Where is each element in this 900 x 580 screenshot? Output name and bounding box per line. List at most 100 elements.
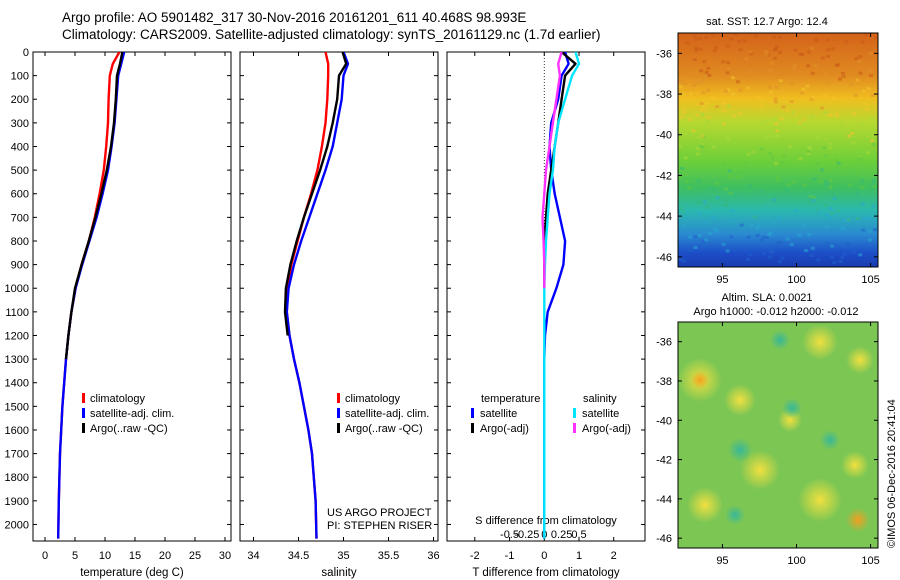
sst-texture-cell bbox=[699, 193, 704, 197]
sst-texture-cell bbox=[679, 115, 684, 119]
sst-texture-cell bbox=[775, 134, 780, 138]
sst-texture-cell bbox=[873, 36, 878, 40]
sst-texture-cell bbox=[697, 234, 702, 237]
sst-texture-cell bbox=[860, 121, 865, 125]
sst-texture-cell bbox=[800, 91, 804, 95]
sst-texture-cell bbox=[692, 34, 697, 38]
temperature-xtick-label: 20 bbox=[159, 550, 171, 562]
sst-texture-cell bbox=[772, 198, 777, 202]
sst-texture-cell bbox=[855, 191, 860, 195]
sst-texture-cell bbox=[845, 242, 850, 246]
sst-texture-cell bbox=[838, 77, 842, 81]
sst-texture-cell bbox=[704, 238, 709, 242]
sst-texture-cell bbox=[861, 228, 866, 232]
legend-label: Argo(-adj) bbox=[582, 423, 631, 435]
sst-texture-cell bbox=[776, 175, 781, 178]
sst-texture-cell bbox=[726, 88, 731, 92]
depth-tick-label: 300 bbox=[11, 118, 29, 130]
sst-texture-cell bbox=[816, 136, 821, 139]
sst-texture-cell bbox=[766, 134, 771, 137]
sst-texture-cell bbox=[786, 183, 791, 186]
map-ytick-label: -40 bbox=[656, 130, 672, 142]
sst-texture-cell bbox=[778, 51, 782, 54]
sst-texture-cell bbox=[687, 186, 692, 190]
sst-texture-cell bbox=[683, 156, 688, 160]
sst-texture-cell bbox=[826, 48, 831, 52]
sst-texture-cell bbox=[778, 79, 783, 83]
sst-texture-cell bbox=[704, 35, 709, 39]
sst-texture-cell bbox=[871, 135, 876, 139]
depth-tick-label: 1600 bbox=[5, 425, 29, 437]
sst-texture-cell bbox=[854, 160, 859, 164]
sst-texture-cell bbox=[772, 56, 777, 60]
sst-texture-cell bbox=[755, 226, 760, 230]
sst-texture-cell bbox=[732, 248, 737, 252]
sst-texture-cell bbox=[694, 46, 699, 50]
sst-texture-cell bbox=[851, 141, 856, 145]
sst-texture-cell bbox=[681, 92, 686, 96]
sst-texture-cell bbox=[782, 154, 787, 158]
sst-texture-cell bbox=[683, 81, 688, 85]
salinity-xlabel: salinity bbox=[321, 567, 356, 579]
sst-texture-cell bbox=[702, 60, 707, 64]
sst-texture-cell bbox=[739, 223, 744, 227]
sst-texture-cell bbox=[700, 134, 705, 138]
sst-texture-cell bbox=[701, 239, 706, 243]
sst-texture-cell bbox=[706, 166, 711, 170]
sst-texture-cell bbox=[858, 55, 863, 59]
sst-texture-cell bbox=[826, 167, 831, 170]
sst-texture-cell bbox=[738, 112, 743, 116]
sst-texture-cell bbox=[728, 165, 733, 169]
salinity-axes-box bbox=[239, 51, 439, 542]
sst-texture-cell bbox=[705, 101, 710, 105]
sst-texture-cell bbox=[807, 233, 812, 236]
sst-texture-cell bbox=[819, 168, 824, 172]
sst-texture-cell bbox=[834, 111, 839, 115]
salinity-xtick-label: 34.5 bbox=[288, 550, 309, 562]
sst-texture-cell bbox=[769, 251, 774, 255]
sst-texture-cell bbox=[712, 188, 717, 191]
sst-texture-cell bbox=[754, 75, 759, 79]
sst-texture-cell bbox=[855, 170, 860, 174]
sst-texture-cell bbox=[773, 97, 778, 101]
sst-texture-cell bbox=[832, 261, 837, 264]
sst-texture-cell bbox=[745, 86, 750, 90]
sst-texture-cell bbox=[711, 216, 716, 220]
sst-texture-cell bbox=[724, 89, 728, 93]
sst-texture-cell bbox=[827, 125, 832, 129]
sst-texture-cell bbox=[759, 238, 764, 242]
sst-texture-cell bbox=[681, 111, 686, 115]
sst-texture-cell bbox=[806, 152, 811, 155]
sst-texture-cell bbox=[725, 249, 730, 253]
sst-texture-cell bbox=[873, 228, 877, 232]
difference-line-salinity-argo-adj- bbox=[541, 52, 563, 289]
sst-texture-cell bbox=[693, 235, 698, 239]
depth-tick-label: 1900 bbox=[5, 496, 29, 508]
sst-texture-cell bbox=[816, 258, 821, 262]
legend-label: satellite-adj. clim. bbox=[90, 408, 174, 420]
legend-label: Argo(-adj) bbox=[480, 423, 529, 435]
sst-texture-cell bbox=[768, 232, 773, 236]
legend-group-title: temperature bbox=[481, 393, 540, 405]
map-xtick-label: 100 bbox=[787, 555, 805, 567]
sst-texture-cell bbox=[820, 56, 825, 60]
sst-texture-cell bbox=[777, 260, 782, 264]
sst-texture-cell bbox=[728, 175, 733, 179]
sla-map-axes: 95 100 105 -36 -38 -40 -42 -44 -46 bbox=[656, 322, 880, 567]
depth-tick-label: 500 bbox=[11, 165, 29, 177]
salinity-xtick-label: 35.5 bbox=[378, 550, 399, 562]
sst-texture-cell bbox=[708, 195, 713, 199]
sst-texture-cell bbox=[797, 121, 802, 125]
sst-texture-cell bbox=[847, 134, 852, 138]
legend-swatch bbox=[573, 408, 576, 418]
sst-texture-cell bbox=[681, 75, 686, 78]
sst-texture-cell bbox=[713, 227, 718, 231]
sst-texture-cell bbox=[871, 204, 876, 208]
map-ytick-label: -38 bbox=[656, 376, 672, 388]
map-ytick-label: -44 bbox=[656, 494, 672, 506]
sst-texture-cell bbox=[808, 195, 813, 198]
sst-texture-cell bbox=[701, 91, 706, 95]
salinity-line-argo-raw-qc- bbox=[283, 52, 348, 336]
sst-texture-cell bbox=[860, 179, 865, 183]
sst-texture-cell bbox=[871, 142, 876, 146]
